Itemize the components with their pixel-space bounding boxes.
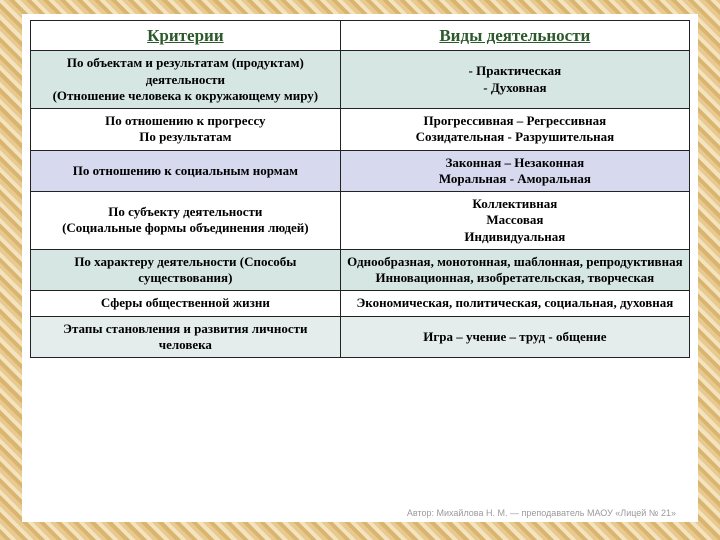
slide-frame: Критерии Виды деятельности По объектам и… [0,0,720,540]
types-line: Экономическая, политическая, социальная,… [347,295,683,311]
table-body: По объектам и результатам (продуктам) де… [31,51,690,358]
types-line: Однообразная, монотонная, шаблонная, реп… [347,254,683,270]
criteria-cell: По отношению к социальным нормам [31,150,341,192]
types-cell: Экономическая, политическая, социальная,… [340,291,689,316]
types-line: Игра – учение – труд - общение [347,329,683,345]
types-line: Законная – Незаконная [347,155,683,171]
types-cell: Однообразная, монотонная, шаблонная, реп… [340,249,689,291]
types-line: Массовая [347,212,683,228]
types-line: - Практическая [347,63,683,79]
table-header-row: Критерии Виды деятельности [31,21,690,51]
criteria-cell: Сферы общественной жизни [31,291,341,316]
table-row: Этапы становления и развития личности че… [31,316,690,358]
slide-content: Критерии Виды деятельности По объектам и… [22,14,698,522]
types-line: - Духовная [347,80,683,96]
criteria-line: По результатам [37,129,334,145]
table-row: По отношению к прогрессуПо результатамПр… [31,109,690,151]
table-row: Сферы общественной жизни Экономическая, п… [31,291,690,316]
criteria-cell: По характеру деятельности (Способы сущес… [31,249,341,291]
header-criteria: Критерии [31,21,341,51]
criteria-cell: По объектам и результатам (продуктам) де… [31,51,341,109]
types-cell: Прогрессивная – РегрессивнаяСозидательна… [340,109,689,151]
types-line: Созидательная - Разрушительная [347,129,683,145]
criteria-cell: Этапы становления и развития личности че… [31,316,341,358]
criteria-line: По объектам и результатам (продуктам) де… [37,55,334,88]
criteria-cell: По отношению к прогрессуПо результатам [31,109,341,151]
criteria-line: По субъекту деятельности [37,204,334,220]
header-types: Виды деятельности [340,21,689,51]
types-cell: Игра – учение – труд - общение [340,316,689,358]
criteria-line: По характеру деятельности (Способы сущес… [37,254,334,287]
criteria-line: (Отношение человека к окружающему миру) [37,88,334,104]
table-row: По характеру деятельности (Способы сущес… [31,249,690,291]
types-cell: КоллективнаяМассоваяИндивидуальная [340,192,689,250]
criteria-line: По отношению к социальным нормам [37,163,334,179]
criteria-line: Сферы общественной жизни [37,295,334,311]
types-cell: - Практическая- Духовная [340,51,689,109]
author-footer: Автор: Михайлова Н. М. — преподаватель М… [407,508,676,518]
types-line: Моральная - Аморальная [347,171,683,187]
table-row: По отношению к социальным нормам Законная… [31,150,690,192]
criteria-line: Этапы становления и развития личности че… [37,321,334,354]
criteria-line: (Социальные формы объединения людей) [37,220,334,236]
types-cell: Законная – НезаконнаяМоральная - Амораль… [340,150,689,192]
criteria-line: По отношению к прогрессу [37,113,334,129]
types-line: Коллективная [347,196,683,212]
criteria-cell: По субъекту деятельности(Социальные форм… [31,192,341,250]
table-row: По субъекту деятельности(Социальные форм… [31,192,690,250]
types-line: Инновационная, изобретательская, творчес… [347,270,683,286]
table-row: По объектам и результатам (продуктам) де… [31,51,690,109]
criteria-table: Критерии Виды деятельности По объектам и… [30,20,690,358]
types-line: Индивидуальная [347,229,683,245]
types-line: Прогрессивная – Регрессивная [347,113,683,129]
